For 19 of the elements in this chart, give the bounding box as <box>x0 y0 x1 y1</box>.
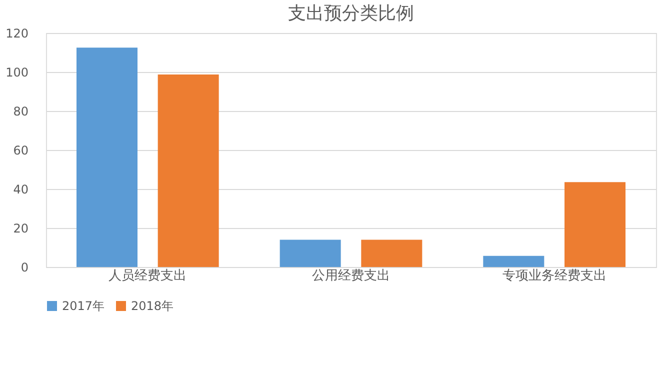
legend-label: 2018年 <box>131 299 174 313</box>
x-tick-label: 人员经费支出 <box>108 268 187 284</box>
legend-label: 2017年 <box>62 299 105 313</box>
y-tick-label: 60 <box>13 144 28 158</box>
y-tick-label: 100 <box>6 66 28 80</box>
x-tick-label: 专项业务经费支出 <box>502 268 606 284</box>
bar <box>158 74 219 267</box>
chart-title: 支出预分类比例 <box>288 3 414 24</box>
y-tick-label: 20 <box>13 222 28 236</box>
y-tick-label: 0 <box>20 260 28 274</box>
bar <box>76 48 138 267</box>
y-tick-label: 80 <box>13 104 28 118</box>
bar <box>361 240 422 267</box>
y-tick-label: 120 <box>6 26 28 40</box>
bar <box>280 240 341 267</box>
y-tick-label: 40 <box>13 182 28 196</box>
bar <box>564 182 626 267</box>
x-tick-label: 公用经费支出 <box>312 268 390 284</box>
bar <box>483 256 544 267</box>
